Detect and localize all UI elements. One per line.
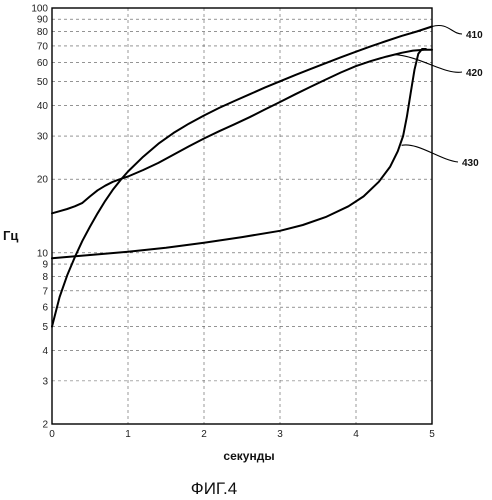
- series-line-430: [52, 49, 426, 258]
- leader-line-410: [432, 25, 462, 34]
- x-tick-label: 4: [353, 429, 359, 440]
- series-label-410: 410: [466, 30, 483, 41]
- y-tick-label: 4: [42, 346, 48, 357]
- x-tick-label: 5: [429, 429, 435, 440]
- x-tick-label: 3: [277, 429, 283, 440]
- y-tick-label: 5: [42, 322, 48, 333]
- y-tick-label: 100: [31, 4, 48, 15]
- x-tick-label: 0: [49, 429, 55, 440]
- y-tick-label: 30: [37, 132, 49, 143]
- x-axis-label: секунды: [223, 449, 274, 463]
- y-tick-label: 90: [37, 15, 49, 26]
- series-group: [52, 27, 432, 327]
- y-axis-ticks: 2 3 4 5 6 7 8910 20 30 40 50 60 70 8090100: [31, 4, 48, 431]
- x-axis-ticks: 0 1 2 3 4 5: [49, 429, 435, 440]
- y-tick-label: 9: [42, 260, 48, 271]
- series-label-430: 430: [462, 158, 479, 169]
- y-tick-label: 40: [37, 101, 49, 112]
- series-line-410: [52, 27, 432, 327]
- y-tick-label: 2: [42, 420, 48, 431]
- x-tick-label: 2: [201, 429, 207, 440]
- y-tick-label: 10: [37, 248, 49, 259]
- leader-line-430: [402, 145, 458, 162]
- leader-line-420: [394, 55, 462, 73]
- figure-caption: ФИГ.4: [191, 479, 237, 498]
- x-tick-label: 1: [125, 429, 131, 440]
- y-axis-label: Гц: [3, 228, 18, 243]
- y-tick-label: 7: [42, 286, 48, 297]
- y-tick-label: 6: [42, 303, 48, 314]
- grid-lines: [52, 8, 432, 424]
- y-tick-label: 8: [42, 272, 48, 283]
- series-label-420: 420: [466, 68, 483, 79]
- y-tick-label: 20: [37, 175, 49, 186]
- series-line-420: [52, 50, 432, 214]
- y-tick-label: 60: [37, 58, 49, 69]
- y-tick-label: 70: [37, 41, 49, 52]
- y-tick-label: 50: [37, 77, 49, 88]
- y-tick-label: 3: [42, 376, 48, 387]
- plot-area-frame: [52, 8, 432, 424]
- y-tick-label: 80: [37, 27, 49, 38]
- series-leaders: 410 420 430: [394, 25, 483, 169]
